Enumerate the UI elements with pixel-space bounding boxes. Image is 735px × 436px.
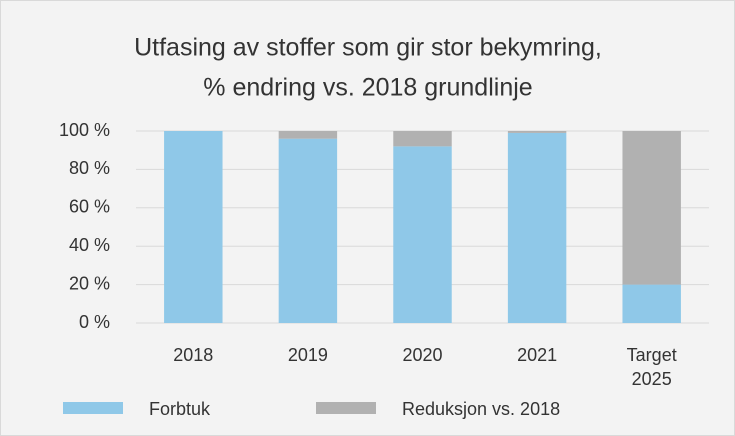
bar-segment [393,146,452,323]
bar-segment [622,284,681,323]
bar-segment [278,138,338,323]
bar-segment [622,131,681,285]
bar-segment [507,132,567,323]
legend-label: Reduksjon vs. 2018 [402,399,560,419]
chart-title: Utfasing av stoffer som gir stor bekymri… [134,34,602,62]
legend-label: Forbtuk [149,399,211,419]
bar-segment [278,131,338,139]
y-tick-label: 40 % [69,235,110,255]
x-tick-label: 2020 [402,345,443,365]
bar-segment [507,131,567,133]
y-tick-label: 60 % [69,197,110,217]
x-tick-label: 2019 [287,345,328,365]
chart-title: % endring vs. 2018 grundlinje [203,74,532,102]
y-tick-label: 0 % [79,312,110,332]
legend-swatch [316,402,376,414]
y-tick-label: 80 % [69,158,110,178]
legend-swatch [63,402,123,414]
y-tick-label: 100 % [59,120,110,140]
y-tick-label: 20 % [69,273,110,293]
x-tick-label: 2021 [517,345,558,365]
x-tick-label: Target 2025 [626,345,677,389]
bar-segment [393,131,452,147]
x-tick-label: 2018 [173,345,214,365]
bar-segment [164,131,223,323]
